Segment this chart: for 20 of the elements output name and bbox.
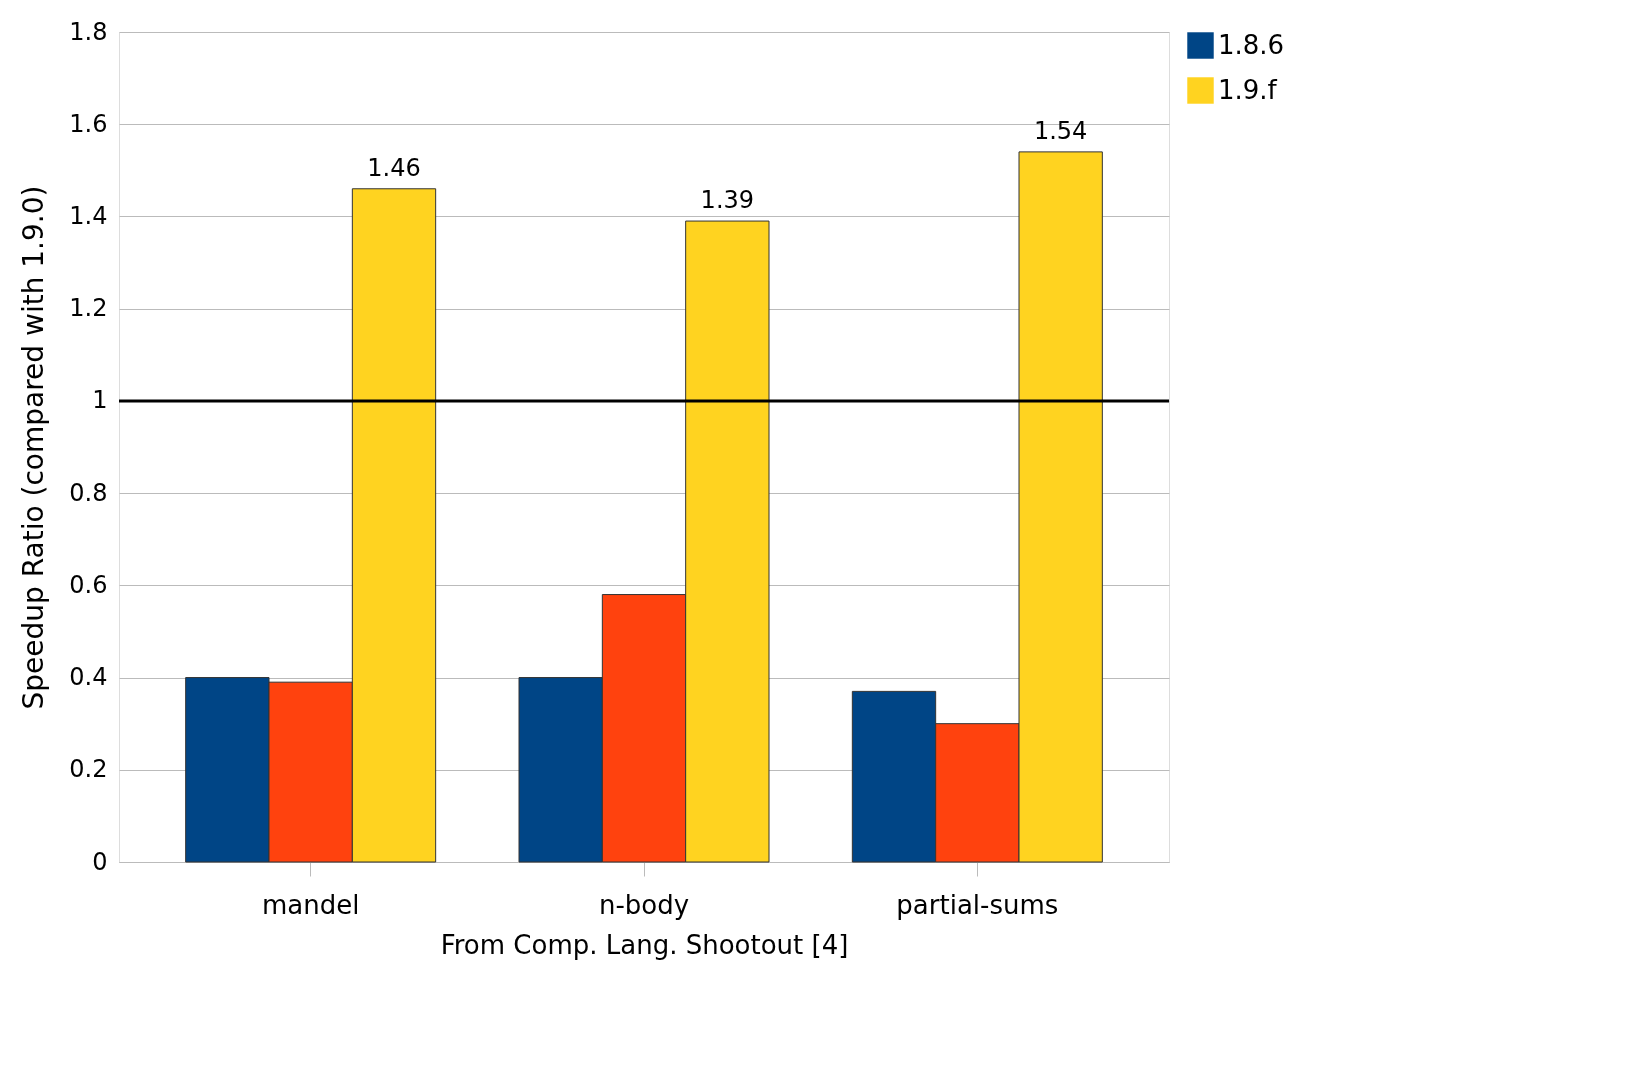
x-axis-title: From Comp. Lang. Shootout [4] — [440, 929, 849, 960]
y-tick-label: 1.2 — [69, 294, 108, 323]
y-tick-label: 1 — [92, 386, 108, 415]
y-tick-label: 0 — [92, 847, 108, 876]
y-tick-label: 1.4 — [69, 201, 108, 230]
x-tick-label: partial-sums — [896, 889, 1059, 920]
y-tick-label: 0.2 — [69, 755, 108, 784]
data-label: 1.46 — [367, 153, 421, 182]
x-tick-label: n-body — [598, 889, 690, 920]
y-tick-label: 0.4 — [69, 663, 108, 692]
legend-label: 1.8.6 — [1218, 29, 1285, 60]
y-tick-label: 0.8 — [69, 478, 108, 507]
data-label: 1.54 — [1033, 116, 1088, 145]
legend-label: 1.9.f — [1218, 74, 1278, 105]
y-tick-label: 1.8 — [69, 17, 108, 46]
y-tick-label: 0.6 — [69, 570, 108, 599]
y-tick-label: 1.6 — [69, 109, 108, 138]
y-axis-title: Speedup Ratio (compared with 1.9.0) — [17, 185, 51, 710]
x-tick-label: mandel — [261, 889, 360, 920]
data-label: 1.39 — [700, 186, 755, 215]
